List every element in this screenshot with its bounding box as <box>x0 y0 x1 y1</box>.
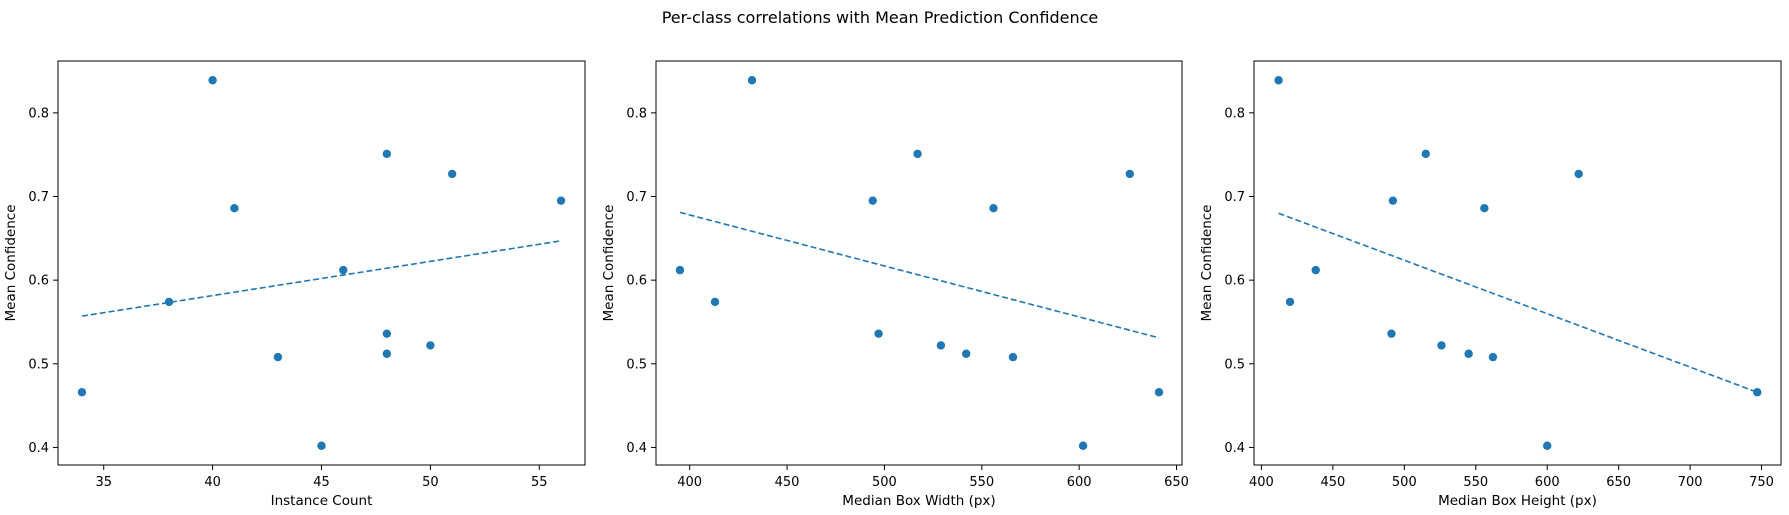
x-tick-label: 45 <box>313 475 330 490</box>
data-point <box>273 352 283 362</box>
y-tick-label: 0.5 <box>28 357 49 372</box>
data-point <box>747 76 757 85</box>
x-axis-label: Median Box Height (px) <box>1438 493 1597 509</box>
y-axis-label: Mean Confidence <box>601 205 617 322</box>
data-point <box>1437 341 1446 350</box>
x-tick-label: 400 <box>1249 475 1274 490</box>
x-tick-label: 700 <box>1678 475 1703 490</box>
data-point <box>936 341 946 350</box>
trend-line <box>679 211 1160 339</box>
data-point <box>962 349 971 358</box>
y-tick-label: 0.5 <box>1224 357 1245 372</box>
data-point <box>1125 169 1135 179</box>
data-point <box>710 297 720 307</box>
y-tick-label: 0.7 <box>626 190 647 205</box>
y-tick-label: 0.4 <box>626 441 647 456</box>
data-point <box>1421 149 1430 159</box>
data-point <box>382 149 392 159</box>
data-point <box>230 204 239 213</box>
data-point <box>1543 441 1552 450</box>
x-tick-label: 500 <box>872 475 897 490</box>
trend-line <box>1278 212 1758 393</box>
x-tick-label: 600 <box>1535 475 1560 490</box>
data-point <box>426 341 435 350</box>
x-axis-label: Instance Count <box>271 493 373 509</box>
y-tick-label: 0.8 <box>626 106 647 121</box>
data-point <box>382 349 392 358</box>
x-tick-label: 400 <box>677 475 702 490</box>
data-point <box>1078 441 1088 450</box>
data-point <box>1753 388 1762 397</box>
data-point <box>989 204 998 213</box>
axes-frame <box>57 60 586 466</box>
axes-frame <box>655 60 1183 466</box>
x-tick-label: 450 <box>775 475 800 490</box>
x-tick-label: 650 <box>1606 475 1631 490</box>
y-tick-label: 0.8 <box>28 106 49 121</box>
x-tick-label: 450 <box>1320 475 1345 490</box>
y-tick-label: 0.4 <box>1224 441 1245 456</box>
data-point <box>1311 265 1320 275</box>
x-tick-label: 50 <box>422 475 439 490</box>
x-tick-label: 650 <box>1164 475 1189 490</box>
y-tick-label: 0.5 <box>626 357 647 372</box>
data-point <box>868 196 877 205</box>
y-tick-label: 0.6 <box>1224 274 1245 289</box>
data-point <box>339 265 348 275</box>
y-axis-label: Mean Confidence <box>1199 205 1215 322</box>
scatter-panel-3: 400 450 500 550 600 650 700 750 0.4 0.5 0.6 0.7 0.8 M… <box>1199 60 1782 509</box>
x-tick-label: 550 <box>1463 475 1488 490</box>
data-point <box>1274 76 1283 85</box>
data-point <box>1464 349 1473 358</box>
y-axis-label: Mean Confidence <box>3 205 19 322</box>
data-point <box>675 265 685 275</box>
data-point <box>164 297 174 307</box>
scatter-panel-1: 35 40 45 50 55 0.4 0.5 0.6 0.7 0.8 Instance Count M… <box>3 60 586 509</box>
data-point <box>1387 329 1396 338</box>
axes-frame <box>1253 60 1782 466</box>
x-tick-label: 550 <box>969 475 994 490</box>
y-tick-label: 0.7 <box>28 190 49 205</box>
y-tick-label: 0.6 <box>28 274 49 289</box>
data-point <box>1388 196 1398 205</box>
data-point <box>1488 352 1498 362</box>
data-point <box>1480 204 1489 213</box>
y-tick-label: 0.8 <box>1224 106 1245 121</box>
y-tick-label: 0.6 <box>626 274 647 289</box>
figure-suptitle: Per-class correlations with Mean Predict… <box>662 8 1099 27</box>
trend-line <box>81 240 562 317</box>
data-point <box>913 149 922 159</box>
data-point <box>1285 297 1295 307</box>
scatter-panel-2: 400 450 500 550 600 650 0.4 0.5 0.6 0.7 0.8 Median … <box>601 60 1189 509</box>
data-point <box>1008 352 1018 362</box>
x-tick-label: 40 <box>204 475 221 490</box>
x-tick-label: 600 <box>1067 475 1092 490</box>
x-axis-label: Median Box Width (px) <box>842 493 995 509</box>
x-tick-label: 750 <box>1749 475 1774 490</box>
data-point <box>447 169 457 179</box>
data-point <box>1154 388 1164 397</box>
x-tick-label: 500 <box>1392 475 1417 490</box>
data-point <box>874 329 883 338</box>
y-tick-label: 0.7 <box>1224 190 1245 205</box>
x-tick-label: 55 <box>531 475 548 490</box>
data-point <box>317 441 326 450</box>
data-point <box>382 329 392 338</box>
y-tick-label: 0.4 <box>28 441 49 456</box>
scatter-panels: 35 40 45 50 55 0.4 0.5 0.6 0.7 0.8 Instance Count M… <box>3 60 1782 509</box>
data-point <box>208 76 217 85</box>
x-tick-label: 35 <box>95 475 112 490</box>
data-point <box>77 388 87 397</box>
data-point <box>556 196 566 205</box>
data-point <box>1574 169 1583 179</box>
